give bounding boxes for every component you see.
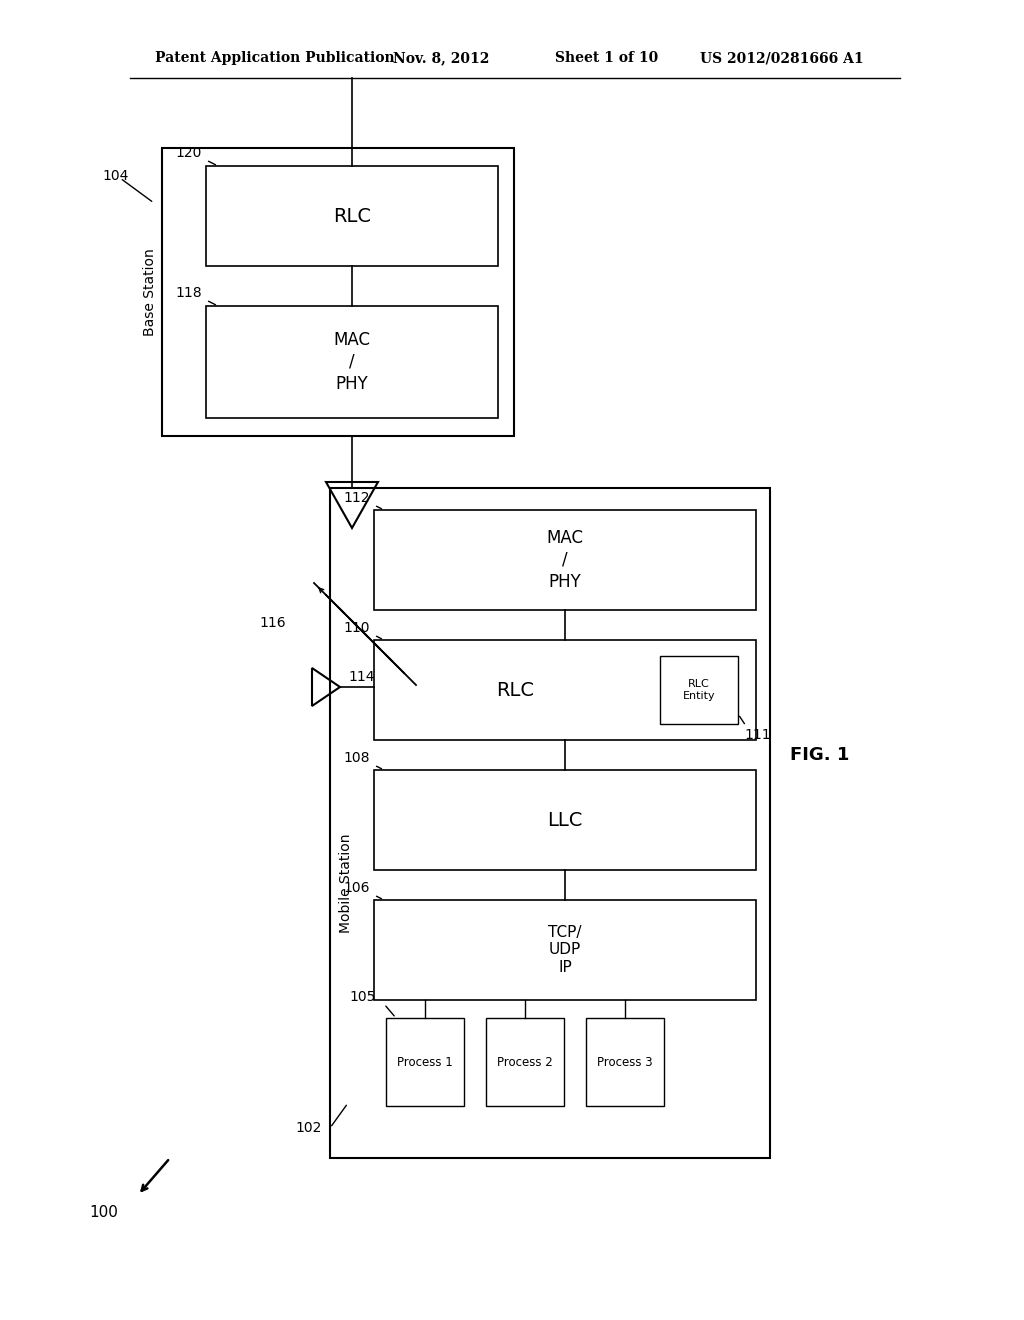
Text: 102: 102 (296, 1121, 322, 1135)
Text: 106: 106 (343, 880, 370, 895)
Text: US 2012/0281666 A1: US 2012/0281666 A1 (700, 51, 863, 65)
Text: LLC: LLC (547, 810, 583, 829)
Text: 114: 114 (348, 671, 375, 684)
Text: Mobile Station: Mobile Station (339, 833, 353, 933)
Bar (374, 640, 756, 741)
Bar (660, 656, 738, 723)
Bar (586, 1018, 664, 1106)
Text: 110: 110 (343, 620, 370, 635)
Text: 112: 112 (343, 491, 370, 506)
Text: RLC: RLC (333, 206, 371, 226)
Bar (374, 510, 756, 610)
Text: Base Station: Base Station (143, 248, 157, 335)
Text: MAC
/
PHY: MAC / PHY (334, 331, 371, 393)
Text: Sheet 1 of 10: Sheet 1 of 10 (555, 51, 658, 65)
Text: RLC: RLC (496, 681, 534, 700)
Text: 111: 111 (744, 729, 771, 742)
Bar (330, 488, 770, 1158)
Text: FIG. 1: FIG. 1 (790, 746, 849, 764)
Bar (486, 1018, 564, 1106)
Text: 116: 116 (259, 616, 286, 630)
Bar (206, 306, 498, 418)
Text: 105: 105 (349, 990, 376, 1005)
Text: Patent Application Publication: Patent Application Publication (155, 51, 394, 65)
Text: 118: 118 (175, 286, 202, 300)
Text: 120: 120 (176, 147, 202, 160)
Text: 104: 104 (102, 169, 128, 183)
Text: Process 1: Process 1 (397, 1056, 453, 1068)
Bar (386, 1018, 464, 1106)
Text: TCP/
UDP
IP: TCP/ UDP IP (548, 925, 582, 975)
Text: MAC
/
PHY: MAC / PHY (547, 529, 584, 591)
Bar (162, 148, 514, 436)
Bar (374, 770, 756, 870)
Bar (206, 166, 498, 267)
Text: 100: 100 (89, 1205, 118, 1220)
Text: RLC
Entity: RLC Entity (683, 680, 716, 701)
Bar (374, 900, 756, 1001)
Text: 108: 108 (343, 751, 370, 766)
Text: Process 3: Process 3 (597, 1056, 653, 1068)
Text: Process 2: Process 2 (497, 1056, 553, 1068)
Text: Nov. 8, 2012: Nov. 8, 2012 (393, 51, 489, 65)
